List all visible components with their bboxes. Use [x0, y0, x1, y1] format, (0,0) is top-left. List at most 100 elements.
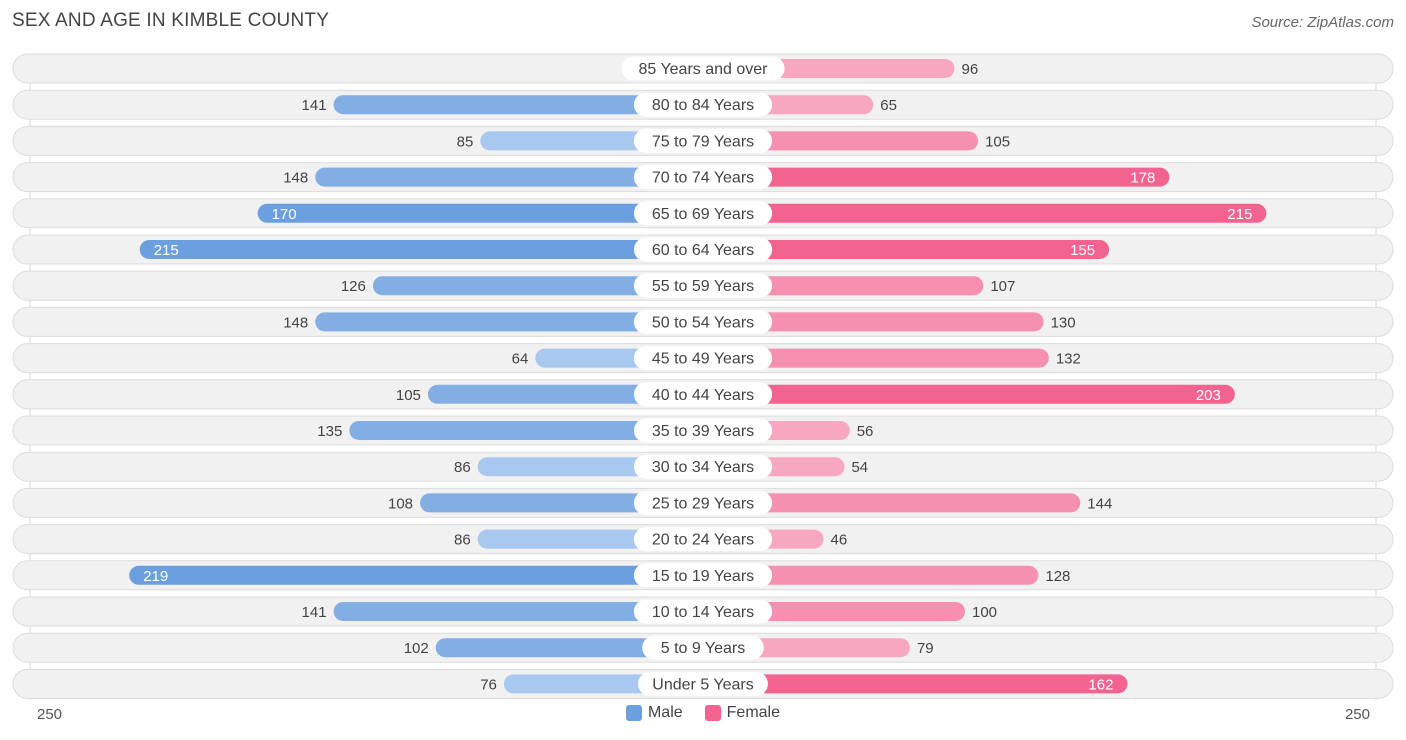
category-label: 35 to 39 Years	[652, 423, 754, 440]
data-label-male: 135	[317, 423, 342, 440]
data-label-male: 108	[388, 495, 413, 512]
bar-female	[693, 312, 1044, 332]
data-label-male: 219	[143, 568, 168, 585]
category-label: 80 to 84 Years	[652, 97, 754, 114]
data-label-male: 102	[404, 640, 429, 657]
bar-male	[333, 95, 713, 115]
x-axis-max-label: 250	[1344, 706, 1370, 723]
category-label-pill	[633, 599, 773, 624]
data-label-female: 178	[1130, 170, 1155, 187]
data-label-male: 215	[154, 242, 179, 259]
category-label: 50 to 54 Years	[652, 314, 754, 331]
legend-swatch-male	[625, 705, 642, 721]
category-label: 25 to 29 Years	[652, 495, 754, 512]
bar-male	[129, 565, 714, 585]
bar-male	[139, 240, 713, 259]
category-label: 65 to 69 Years	[652, 206, 754, 223]
data-label-male: 126	[341, 278, 366, 295]
bar-female	[693, 203, 1267, 223]
category-label: 60 to 64 Years	[652, 242, 754, 259]
bar-male	[333, 602, 713, 621]
category-label-pill	[633, 128, 773, 153]
bar-female	[693, 167, 1170, 187]
data-label-female: 46	[831, 532, 848, 549]
bar-female	[693, 348, 1049, 368]
category-label: 55 to 59 Years	[652, 278, 754, 295]
data-label-female: 96	[962, 61, 979, 78]
category-label-pill	[633, 490, 773, 515]
bar-male	[315, 167, 713, 187]
bar-female	[693, 384, 1235, 404]
data-label-female: 54	[851, 459, 868, 476]
source-credit: Source: ZipAtlas.com	[1251, 14, 1394, 31]
category-label-pill	[638, 671, 768, 696]
category-label-pill	[633, 165, 773, 190]
data-label-male: 105	[396, 387, 421, 404]
category-label-pill	[633, 527, 773, 552]
category-label-pill	[633, 273, 773, 298]
data-label-male: 141	[302, 97, 327, 114]
category-label-pill	[633, 418, 773, 443]
data-label-female: 56	[857, 423, 874, 440]
data-label-male: 170	[272, 206, 297, 223]
data-label-female: 65	[880, 97, 897, 114]
category-label: 5 to 9 Years	[661, 640, 746, 657]
data-label-female: 203	[1196, 387, 1221, 404]
bar-female	[693, 565, 1039, 585]
category-label: 40 to 44 Years	[652, 387, 754, 404]
x-axis-min-label: 250	[37, 706, 63, 723]
category-label-pill	[633, 309, 773, 334]
data-label-male: 141	[302, 604, 327, 621]
category-label-pill	[633, 92, 773, 117]
category-label: 15 to 19 Years	[652, 568, 754, 585]
category-label-pill	[633, 201, 773, 226]
data-label-female: 215	[1227, 206, 1252, 223]
category-label: 45 to 49 Years	[652, 351, 754, 368]
bar-male	[349, 421, 713, 440]
data-label-female: 155	[1070, 242, 1095, 259]
legend-label-male: Male	[647, 704, 683, 721]
data-label-female: 100	[972, 604, 997, 621]
data-label-male: 86	[454, 459, 471, 476]
data-label-female: 128	[1045, 568, 1070, 585]
category-label: 85 Years and over	[639, 61, 769, 78]
data-label-male: 76	[480, 676, 497, 693]
legend: Male Female	[0, 704, 1406, 722]
category-label: 20 to 24 Years	[652, 532, 754, 549]
data-label-female: 132	[1056, 351, 1081, 368]
category-label-pill	[633, 346, 773, 371]
category-label-pill	[642, 635, 764, 660]
bar-male	[315, 312, 713, 332]
data-label-female: 144	[1087, 495, 1112, 512]
category-label: 70 to 74 Years	[652, 170, 754, 187]
bar-female	[693, 240, 1110, 259]
category-label-pill	[621, 56, 785, 81]
data-label-female: 107	[990, 278, 1015, 295]
bar-male	[257, 203, 713, 223]
data-label-female: 105	[985, 133, 1010, 150]
legend-item-female: Female	[704, 704, 781, 722]
category-label-pill	[633, 382, 773, 407]
data-label-female: 130	[1051, 314, 1076, 331]
data-label-male: 86	[454, 532, 471, 549]
category-label-pill	[633, 454, 773, 479]
legend-item-male: Male	[625, 704, 683, 722]
data-label-female: 79	[917, 640, 934, 657]
category-label-pill	[633, 237, 773, 262]
category-label: 30 to 34 Years	[652, 459, 754, 476]
bar-female	[693, 674, 1128, 694]
chart-title: SEX AND AGE IN KIMBLE COUNTY	[12, 10, 330, 31]
bar-female	[693, 493, 1081, 513]
legend-swatch-female	[704, 705, 721, 721]
data-label-female: 162	[1088, 676, 1113, 693]
category-label: 75 to 79 Years	[652, 133, 754, 150]
data-label-male: 148	[283, 314, 308, 331]
bar-male	[372, 276, 713, 296]
data-label-male: 85	[457, 133, 474, 150]
data-label-male: 64	[512, 351, 529, 368]
data-label-male: 148	[283, 170, 308, 187]
category-label: 10 to 14 Years	[652, 604, 754, 621]
legend-label-female: Female	[726, 704, 781, 721]
category-label-pill	[633, 563, 773, 588]
